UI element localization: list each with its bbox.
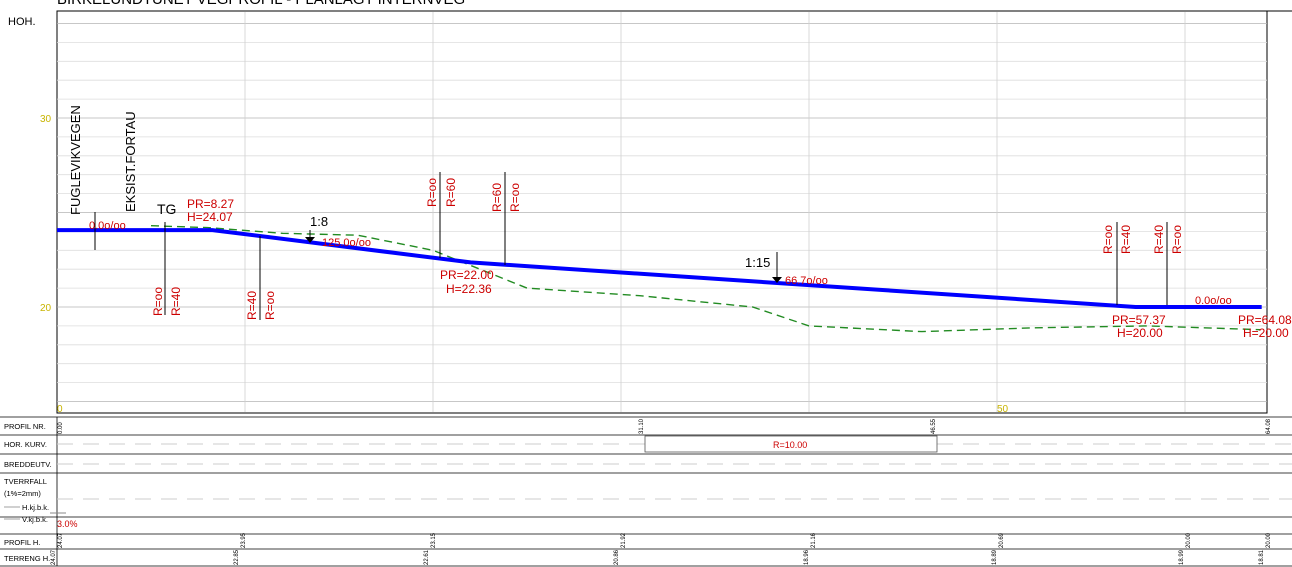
terreng-h-value: 18.96 — [804, 549, 810, 565]
profil-h-value: 23.95 — [241, 532, 247, 548]
radius-label: R=oo — [151, 287, 165, 316]
x-tick-0: 0 — [57, 404, 63, 415]
grade-label-0: 0.0o/oo — [89, 220, 126, 232]
profil-h-value: 20.00 — [1186, 532, 1192, 548]
row-label-profil-nr: PROFIL NR. — [4, 422, 46, 431]
radius-label: R=oo — [508, 183, 522, 212]
drawing-title: BIRKELUNDTUNET VEGPROFIL - PLANLAGT INTE… — [57, 0, 465, 8]
profil-h-value: 24.07 — [58, 532, 64, 548]
radius-label: R=40 — [1119, 225, 1133, 254]
radius-label: R=oo — [1170, 225, 1184, 254]
tverrfall-value: 3.0% — [57, 519, 78, 529]
slope-label-2: 1:15 — [745, 255, 770, 270]
profil-h-value: 20.69 — [999, 532, 1005, 548]
terreng-h-value: 18.99 — [1179, 549, 1185, 565]
profil-nr-value: 0.00 — [58, 422, 64, 434]
profil-h-value: 20.00 — [1266, 532, 1272, 548]
terreng-h-value: 22.61 — [424, 549, 430, 565]
pr-label-1: PR=8.27 — [187, 197, 234, 211]
row-label-profil-h: PROFIL H. — [4, 538, 40, 547]
row-label-terreng-h: TERRENG H. — [4, 554, 50, 563]
radius-label: R=40 — [169, 287, 183, 316]
table-dashed-lines — [57, 443, 1292, 500]
grade-label-2: 66.7o/oo — [785, 275, 828, 287]
row-label-h-kj: H.kj.b.k. — [22, 503, 49, 512]
h-label-3: H=20.00 — [1117, 326, 1163, 340]
slope-arrow-2 — [772, 277, 782, 283]
x-tick-50: 50 — [997, 404, 1009, 415]
terrain-line — [150, 225, 1261, 333]
row-label-scale: (1%=2mm) — [4, 489, 41, 498]
profil-h-value: 21.92 — [621, 532, 627, 548]
data-table-lines — [0, 416, 1292, 567]
row-label-breddeutv: BREDDEUTV. — [4, 460, 52, 469]
h-label-1: H=24.07 — [187, 210, 233, 224]
y-axis-label: HOH. — [8, 16, 36, 28]
radius-label: R=oo — [263, 291, 277, 320]
profil-h-value: 23.15 — [431, 532, 437, 548]
radius-label: R=oo — [1101, 225, 1115, 254]
road-label-fuglevikvegen: FUGLEVIKVEGEN — [68, 105, 83, 215]
plot-frame — [56, 10, 1268, 414]
y-tick-30: 30 — [40, 114, 52, 125]
terreng-h-value: 18.81 — [1259, 549, 1265, 565]
grade-label-3: 0.0o/oo — [1195, 295, 1232, 307]
terreng-h-value: 18.89 — [992, 549, 998, 565]
terreng-h-value: 20.86 — [614, 549, 620, 565]
hor-kurv-box — [644, 435, 938, 453]
marker-stems — [94, 172, 1168, 320]
terreng-h-value: 24.07 — [51, 549, 57, 565]
tg-label: TG — [157, 201, 176, 217]
radius-label: R=oo — [425, 178, 439, 207]
grade-label-1: 125.0o/oo — [322, 237, 371, 249]
profil-nr-value: 46.55 — [931, 418, 937, 434]
h-label-4: H=20.00 — [1243, 326, 1289, 340]
slope-label-1: 1:8 — [310, 214, 328, 229]
row-label-hor-kurv: HOR. KURV. — [4, 440, 47, 449]
slope-arrow-1 — [305, 237, 315, 243]
y-tick-20: 20 — [40, 303, 52, 314]
row-label-tverrfall: TVERRFALL — [4, 477, 47, 486]
radius-label: R=40 — [1152, 225, 1166, 254]
pr-label-3: PR=57.37 — [1112, 313, 1166, 327]
row-label-v-kj: V.kj.b.k. — [22, 515, 48, 524]
road-label-eksist-fortau: EKSIST.FORTAU — [123, 111, 138, 212]
pr-label-4: PR=64.08 — [1238, 313, 1292, 327]
profil-h-value: 21.16 — [811, 532, 817, 548]
hor-kurv-value: R=10.00 — [773, 440, 807, 450]
radius-label: R=60 — [490, 183, 504, 212]
profil-nr-value: 31.10 — [639, 418, 645, 434]
pr-label-2: PR=22.00 — [440, 268, 494, 282]
radius-label: R=60 — [444, 178, 458, 207]
radius-label: R=40 — [245, 291, 259, 320]
terreng-h-value: 22.85 — [234, 549, 240, 565]
profil-nr-value: 64.08 — [1266, 418, 1272, 434]
grid-lines — [57, 12, 1267, 412]
profile-line — [57, 228, 1262, 309]
h-label-2: H=22.36 — [446, 282, 492, 296]
